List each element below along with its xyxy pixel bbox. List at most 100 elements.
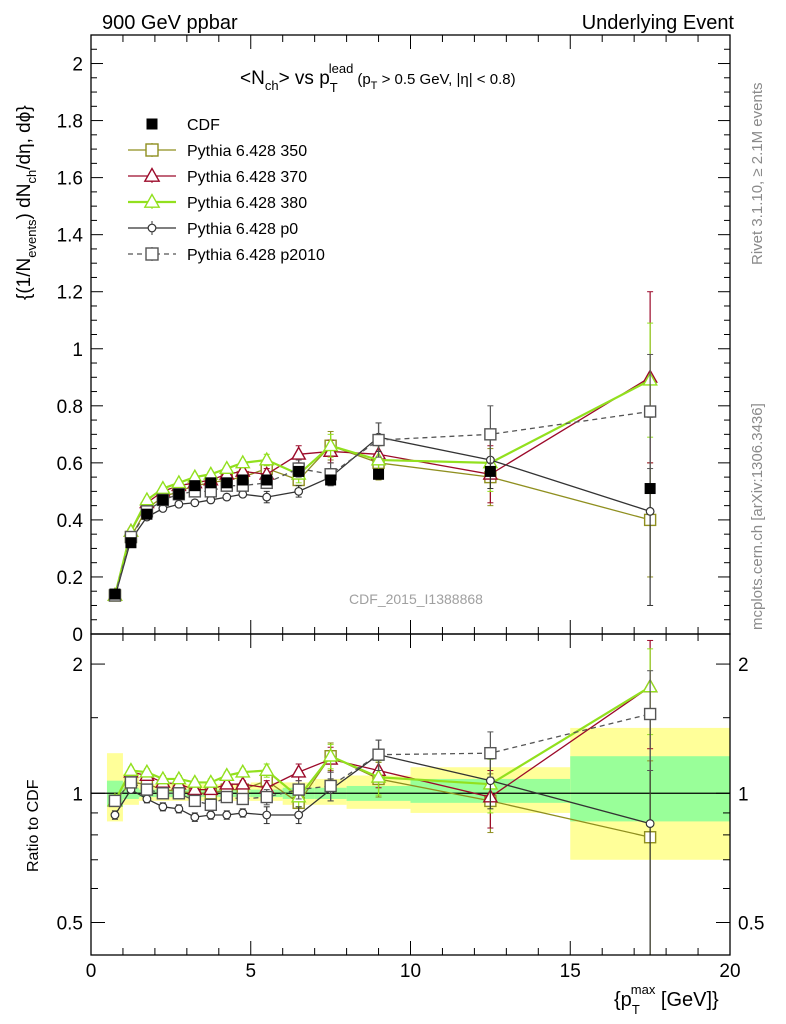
main-point-p0 <box>222 492 232 502</box>
main-point-cdf <box>221 477 233 489</box>
main-y-tick-label: 0 <box>72 625 83 646</box>
ratio-y-tick-label-left: 1 <box>72 784 83 805</box>
main-point-cdf <box>189 480 201 492</box>
main-point-p380 <box>322 437 339 452</box>
main-y-tick-label: 1.8 <box>57 112 83 133</box>
ratio-point-p380 <box>187 774 203 788</box>
main-point-p2010 <box>372 433 385 447</box>
ratio-point-p0 <box>262 810 272 820</box>
main-point-cdf <box>237 474 249 486</box>
legend-marker-p370 <box>143 167 161 182</box>
main-point-cdf <box>125 537 137 549</box>
main-y-tick-label: 1.4 <box>57 226 84 247</box>
ratio-y-tick-label-right: 1 <box>738 784 749 805</box>
legend-label-p370: Pythia 6.428 370 <box>187 169 307 186</box>
ratio-y-tick-label-right: 0.5 <box>738 913 764 934</box>
ratio-series-p2010 <box>108 670 657 812</box>
ratio-point-p2010 <box>204 798 218 812</box>
header-right-label: Underlying Event <box>582 12 735 34</box>
legend-item-p2010: Pythia 6.428 p2010 <box>128 247 325 264</box>
main-point-cdf <box>325 474 337 486</box>
main-point-cdf <box>373 468 385 480</box>
ratio-point-p0 <box>158 802 168 812</box>
ratio-point-p370 <box>290 763 307 778</box>
ratio-point-p2010 <box>220 790 233 804</box>
legend-item-p0: Pythia 6.428 p0 <box>128 221 298 238</box>
main-point-p0 <box>190 498 200 508</box>
ratio-point-p370 <box>234 775 251 790</box>
main-point-p380 <box>139 491 155 506</box>
ratio-point-p2010 <box>292 783 305 796</box>
legend-marker-p350 <box>145 143 159 157</box>
ratio-point-p0 <box>174 804 184 814</box>
legend-label-cdf: CDF <box>187 117 220 134</box>
main-point-p0 <box>262 492 272 502</box>
ratio-point-p2010 <box>108 794 122 808</box>
ratio-y-tick-label-right: 2 <box>738 655 749 676</box>
ratio-point-p370 <box>203 781 219 796</box>
ratio-point-p2010 <box>172 787 186 800</box>
main-point-cdf <box>205 477 217 489</box>
ratio-point-p0 <box>142 794 152 804</box>
main-y-tick-label: 1.2 <box>57 283 83 304</box>
main-y-axis-label: {(1/Nevents) dNch/dη, dϕ} <box>14 105 39 300</box>
ratio-point-p0 <box>238 808 248 818</box>
ratio-point-p2010 <box>156 787 170 800</box>
main-y-tick-label: 0.2 <box>57 568 83 589</box>
ratio-point-p2010 <box>188 794 202 808</box>
ratio-point-p380 <box>218 767 235 782</box>
legend-item-cdf: CDF <box>146 117 220 134</box>
header-left-label: 900 GeV ppbar <box>102 12 238 34</box>
x-tick-label: 15 <box>560 961 581 982</box>
main-point-p0 <box>174 499 184 509</box>
legend-label-p2010: Pythia 6.428 p2010 <box>187 247 325 264</box>
main-point-cdf <box>644 483 656 495</box>
x-tick-label: 10 <box>400 961 421 982</box>
ratio-point-p2010 <box>140 783 154 796</box>
ratio-point-p2010 <box>372 748 385 761</box>
ratio-point-p0 <box>190 812 200 822</box>
ratio-point-p0 <box>294 810 304 820</box>
ratio-y-tick-label-left: 0.5 <box>57 913 83 934</box>
ratio-point-p380 <box>139 763 155 778</box>
legend-label-p380: Pythia 6.428 380 <box>187 195 307 212</box>
ratio-y-axis-label: Ratio to CDF <box>25 779 42 872</box>
ratio-point-p370 <box>218 775 235 790</box>
main-point-p370 <box>290 445 307 460</box>
main-series-p380 <box>107 322 658 601</box>
main-y-tick-label: 0.6 <box>57 454 83 475</box>
ratio-point-p2010 <box>484 746 497 760</box>
ratio-series-p0 <box>110 717 655 956</box>
ratio-point-p380 <box>322 747 339 762</box>
main-series-cdf <box>109 465 656 600</box>
main-point-cdf <box>109 588 121 600</box>
main-y-tick-label: 0.4 <box>57 511 84 532</box>
x-tick-label: 0 <box>86 961 97 982</box>
main-point-p0 <box>294 486 304 496</box>
ratio-point-p0 <box>485 776 495 786</box>
ratio-point-p2010 <box>236 792 249 806</box>
ratio-point-p380 <box>155 770 171 785</box>
ratio-point-p380 <box>123 762 139 776</box>
ratio-point-p380 <box>171 770 187 785</box>
x-tick-label: 5 <box>245 961 256 982</box>
legend-item-p370: Pythia 6.428 370 <box>128 167 307 186</box>
ratio-point-p0 <box>206 810 216 820</box>
ratio-point-p0 <box>110 810 120 820</box>
main-point-p2010 <box>484 428 497 441</box>
main-point-cdf <box>141 508 153 520</box>
main-point-p380 <box>155 480 171 495</box>
main-point-p380 <box>258 451 275 466</box>
rivet-label: Rivet 3.1.10, ≥ 2.1M events <box>749 83 766 266</box>
x-axis-label: {pTmax [GeV]} <box>614 982 719 1017</box>
main-point-p380 <box>218 460 235 475</box>
ratio-point-p380 <box>258 762 275 776</box>
ratio-point-p380 <box>234 763 251 778</box>
main-point-p0 <box>645 506 655 516</box>
main-y-tick-label: 0.8 <box>57 397 83 418</box>
legend-marker-cdf <box>146 118 158 130</box>
legend-marker-p380 <box>143 193 161 208</box>
legend-label-p350: Pythia 6.428 350 <box>187 143 307 160</box>
ratio-point-p2010 <box>643 707 657 721</box>
